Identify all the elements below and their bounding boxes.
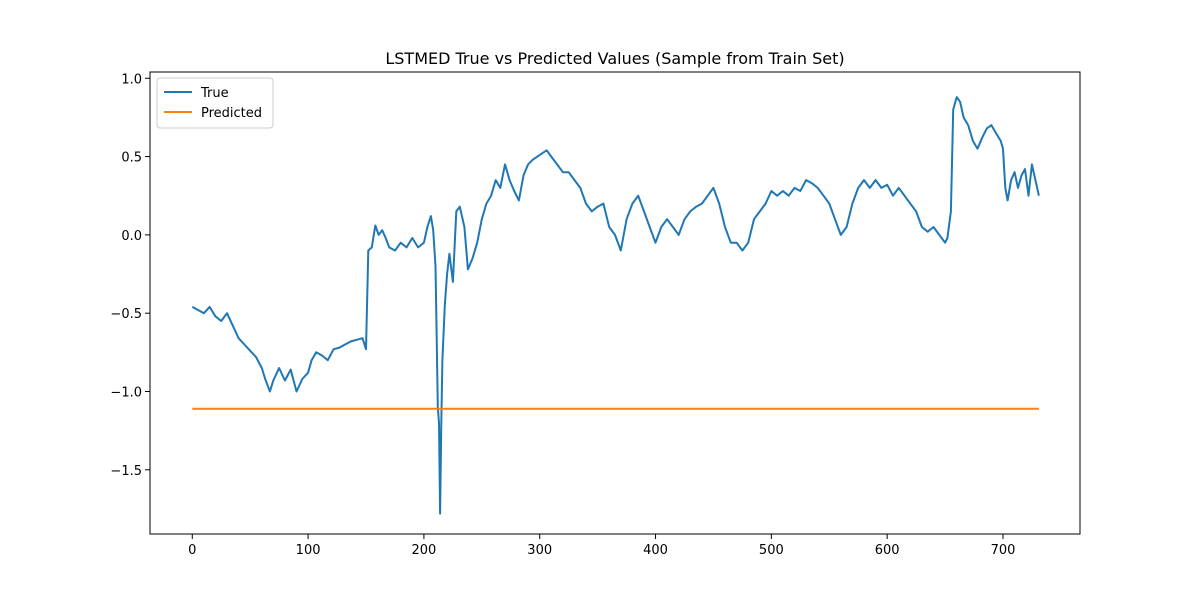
y-tick-label: 0.0: [121, 229, 142, 244]
x-tick-label: 600: [875, 543, 900, 558]
legend: True Predicted: [156, 77, 274, 129]
y-tick-label: 1.0: [121, 72, 142, 87]
y-tick-label: −1.0: [110, 385, 142, 400]
axes-frame: [149, 71, 1081, 535]
x-tick-label: 500: [759, 543, 784, 558]
legend-box: [156, 77, 274, 129]
chart-title: LSTMED True vs Predicted Values (Sample …: [385, 49, 844, 68]
y-tick-label: 0.5: [121, 151, 142, 166]
x-tick-label: 400: [643, 543, 668, 558]
y-tick-label: −0.5: [110, 307, 142, 322]
legend-label-true: True: [200, 86, 229, 101]
y-tick-label: −1.5: [110, 464, 142, 479]
legend-label-predicted: Predicted: [201, 106, 262, 121]
series-layer: [191, 96, 1040, 515]
x-axis: 0 100 200 300 400 500 600 700: [188, 534, 1015, 558]
x-tick-label: 700: [991, 543, 1016, 558]
x-tick-label: 0: [188, 543, 196, 558]
y-axis: −1.5 −1.0 −0.5 0.0 0.5 1.0: [110, 72, 150, 479]
x-tick-label: 300: [527, 543, 552, 558]
x-tick-label: 100: [296, 543, 321, 558]
series-line-true: [191, 96, 1040, 515]
x-tick-label: 200: [411, 543, 436, 558]
